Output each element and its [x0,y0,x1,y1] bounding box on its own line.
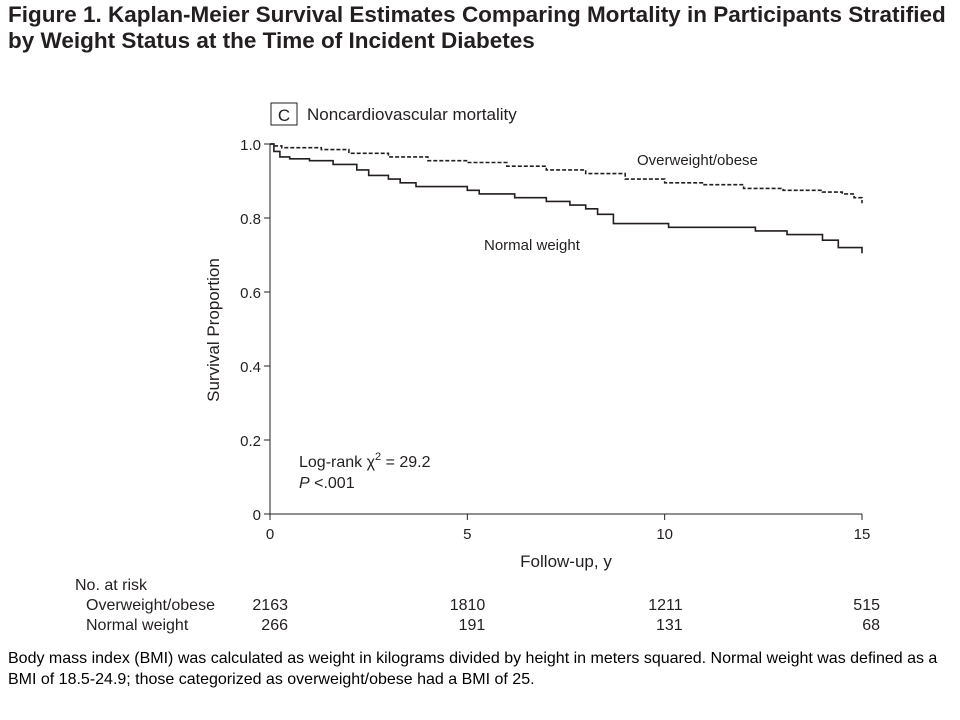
risk-table-row-label: Normal weight [86,617,189,634]
series-line-overweight-obese [270,143,863,204]
y-tick-label: 0.8 [240,211,261,228]
figure-label: Figure 1. [8,2,102,27]
risk-table-cell: 131 [656,617,683,634]
y-tick-label: 0.2 [240,433,261,450]
y-tick-label: 1.0 [240,137,261,154]
risk-table-cell: 191 [459,617,486,634]
risk-table-cell: 68 [862,617,880,634]
risk-table-cell: 1810 [450,597,486,614]
kaplan-meier-chart: C Noncardiovascular mortality 0 0.2 0.4 0.6 0.… [75,102,880,634]
figure-title-text: Kaplan-Meier Survival Estimates Comparin… [8,2,946,53]
risk-table-row-label: Overweight/obese [86,597,215,614]
series-label-normal-weight: Normal weight [484,237,581,254]
y-tick-label: 0.4 [240,359,261,376]
panel-label-box [270,102,298,126]
y-tick-label: 0 [253,507,261,524]
figure-title: Figure 1. Kaplan-Meier Survival Estimate… [8,2,953,54]
risk-table-title: No. at risk [75,577,148,594]
chart-title: Noncardiovascular mortality [307,105,517,124]
pvalue-annotation: P <.001 [299,475,355,492]
y-tick-label: 0.6 [240,285,261,302]
x-axis-label: Follow-up, y [520,552,612,571]
risk-table-cell: 2163 [252,597,288,614]
x-tick-label: 5 [463,526,471,543]
series-line-normal-weight [270,143,863,254]
x-tick-label: 15 [854,526,871,543]
panel-label: C [278,106,290,125]
x-tick-label: 10 [656,526,673,543]
series-label-overweight-obese: Overweight/obese [637,152,758,169]
risk-table-cell: 515 [853,597,880,614]
x-tick-label: 0 [266,526,274,543]
risk-table-cell: 1211 [648,597,683,614]
figure-caption: Body mass index (BMI) was calculated as … [8,650,938,688]
risk-table-cell: 266 [261,617,288,634]
y-axis-label: Survival Proportion [204,258,223,402]
logrank-annotation: Log-rank χ2 = 29.2 [299,451,431,471]
